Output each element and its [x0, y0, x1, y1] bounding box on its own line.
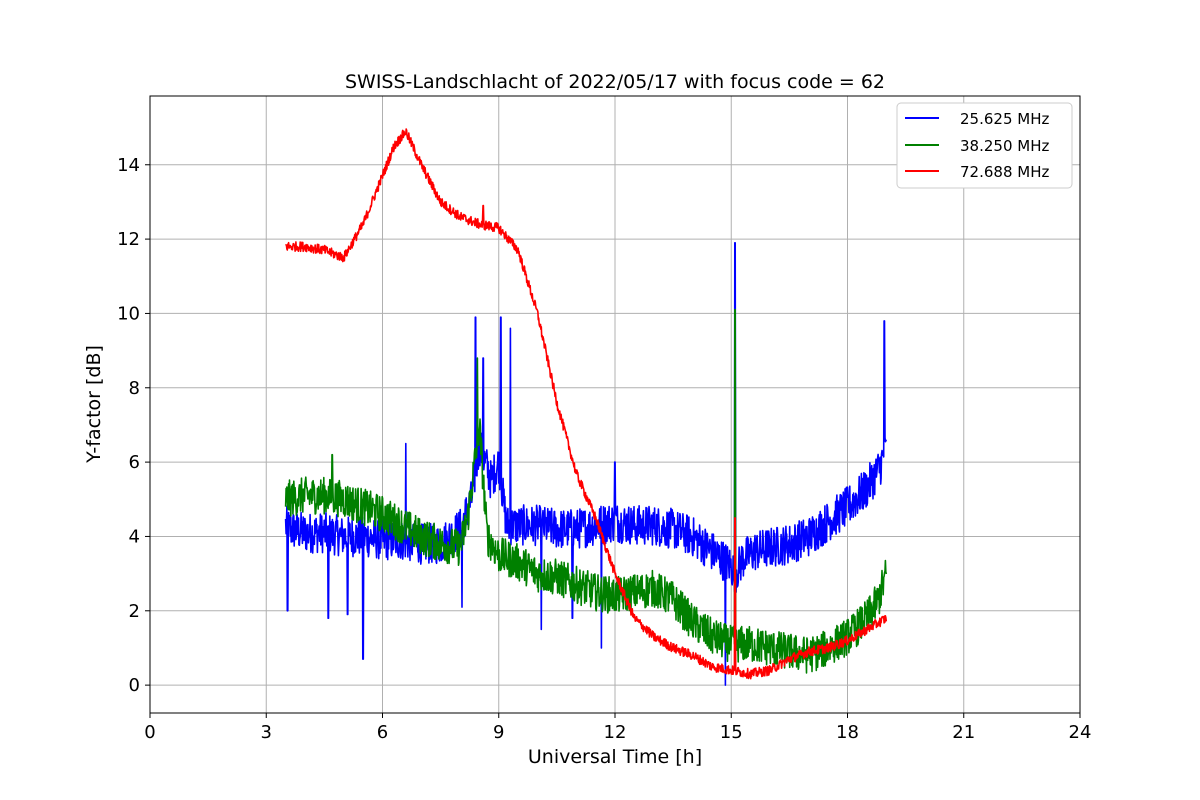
legend-label-72mhz: 72.688 MHz	[960, 163, 1049, 181]
y-tick-label: 0	[129, 675, 140, 696]
y-tick-label: 14	[117, 155, 140, 176]
legend-box	[896, 102, 1073, 189]
y-axis-label: Y-factor [dB]	[83, 345, 105, 464]
y-tick-label: 10	[117, 303, 140, 324]
x-tick-label: 18	[836, 722, 859, 743]
chart-title: SWISS-Landschlacht of 2022/05/17 with fo…	[345, 71, 885, 93]
legend: 25.625 MHz 38.250 MHz 72.688 MHz	[896, 102, 1073, 189]
y-axis: 0 2 4 6 8 10 12 14	[117, 155, 150, 696]
x-tick-label: 15	[720, 722, 743, 743]
legend-label-25mhz: 25.625 MHz	[960, 110, 1049, 128]
series-line-25mhz	[284, 242, 888, 686]
x-tick-label: 9	[493, 722, 504, 743]
x-axis: 0 3 6 9 12 15 18 21 24	[144, 713, 1091, 743]
y-tick-label: 6	[129, 452, 140, 473]
x-tick-label: 3	[261, 722, 272, 743]
y-tick-label: 12	[117, 229, 140, 250]
legend-label-38mhz: 38.250 MHz	[960, 137, 1049, 155]
series-line-38mhz	[284, 308, 888, 674]
x-tick-label: 12	[604, 722, 627, 743]
x-tick-label: 24	[1069, 722, 1092, 743]
y-tick-label: 4	[129, 526, 140, 547]
y-tick-label: 8	[129, 378, 140, 399]
x-tick-label: 21	[952, 722, 975, 743]
series-group	[284, 128, 888, 686]
y-tick-label: 2	[129, 601, 140, 622]
series-line-72mhz	[285, 128, 888, 680]
x-tick-label: 0	[144, 722, 155, 743]
x-tick-label: 6	[377, 722, 388, 743]
x-axis-label: Universal Time [h]	[528, 746, 702, 768]
